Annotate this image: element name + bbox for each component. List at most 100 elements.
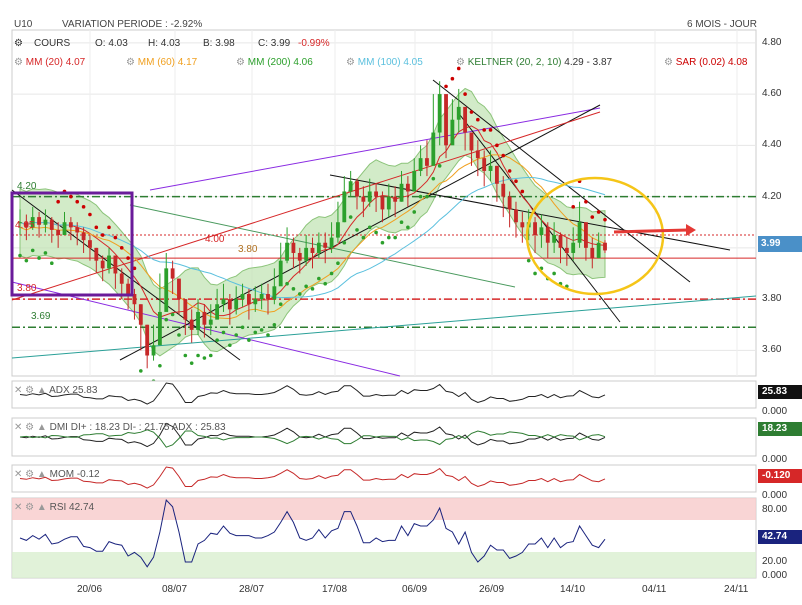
candle-body (494, 165, 499, 184)
sar-dot (533, 271, 537, 276)
period-label[interactable]: 6 MOIS - JOUR (687, 19, 758, 30)
sar-dot (463, 92, 467, 96)
candle-body (18, 222, 22, 224)
sar-dot (177, 333, 181, 337)
move-up-icon[interactable]: ▲ (36, 469, 47, 480)
move-up-icon[interactable]: ▲ (36, 422, 47, 433)
sar-dot (113, 235, 118, 240)
candle-body (247, 293, 251, 305)
candle-body (545, 227, 550, 243)
subchart-frame-mom (11, 464, 757, 493)
sar-dot (107, 225, 111, 230)
candle-body (227, 299, 232, 310)
gear-icon[interactable]: ⚙ (25, 502, 35, 513)
candle-body (151, 345, 156, 356)
candle-body (507, 196, 512, 210)
candle-body (475, 150, 480, 159)
subchart-line-adx (19, 382, 606, 405)
gear-icon[interactable]: ⚙ (14, 38, 23, 49)
candle-body (520, 222, 525, 228)
trend-green (129, 204, 516, 288)
move-up-icon[interactable]: ▲ (36, 502, 47, 513)
sar-dot (374, 230, 378, 235)
sar-dot (88, 212, 92, 217)
sar-dot (49, 261, 54, 266)
close-icon[interactable]: ✕ (14, 422, 23, 433)
indicator-keltner[interactable]: ⚙ KELTNER (20, 2, 10) 4.29 - 3.87 (456, 57, 613, 68)
indicator-mm20[interactable]: ⚙ MM (20) 4.07 (14, 57, 86, 68)
sar-dot (164, 317, 169, 322)
sar-dot (259, 328, 264, 332)
indicator-sar[interactable]: ⚙ SAR (0.02) 4.08 (664, 57, 748, 68)
gear-icon[interactable]: ⚙ (25, 385, 35, 396)
close-value: C: 3.99 (258, 38, 291, 49)
indicator-name: MM (20) (25, 57, 66, 68)
sar-dot (266, 333, 270, 337)
sar-dot (603, 217, 607, 222)
level-380-label: 3.80 (17, 283, 37, 294)
sar-dot (43, 251, 48, 255)
sar-dot (221, 330, 226, 335)
candle-body (393, 196, 398, 202)
candle-body (571, 242, 576, 253)
sar-dot (139, 369, 143, 373)
candle-body (266, 293, 270, 300)
candle-body (221, 299, 226, 305)
sar-dot (24, 258, 29, 263)
subchart-title-mom[interactable]: ✕ ⚙ ▲ MOM -0.12 (14, 469, 100, 480)
candle-body (196, 311, 200, 330)
candle-body (94, 247, 99, 261)
indicator-value: 4.08 (728, 57, 748, 68)
candle-body (501, 183, 506, 197)
candle-body (336, 222, 340, 238)
candle-body (43, 219, 48, 225)
sar-dot (132, 266, 137, 271)
move-up-icon[interactable]: ▲ (36, 385, 47, 396)
candle-body (56, 229, 61, 236)
sar-dot (329, 271, 334, 276)
gear-icon[interactable]: ⚙ (25, 469, 35, 480)
sar-dot (240, 325, 245, 330)
indicator-mm60[interactable]: ⚙ MM (60) 4.17 (126, 57, 198, 68)
red-arrow-head (686, 224, 696, 236)
candle-body (259, 293, 264, 300)
indicator-value: 4.17 (177, 57, 198, 68)
close-icon[interactable]: ✕ (14, 469, 23, 480)
sar-dot (75, 199, 80, 204)
candle-body (68, 222, 73, 228)
close-icon[interactable]: ✕ (14, 502, 23, 513)
candle-body (355, 181, 359, 197)
close-icon[interactable]: ✕ (14, 385, 23, 396)
subchart-axis-label: 20.00 (762, 556, 788, 567)
candle-body (81, 232, 86, 241)
sar-dot (387, 235, 391, 240)
candle-body (49, 219, 54, 230)
sar-dot (323, 281, 328, 286)
sar-dot (317, 276, 321, 281)
sar-dot (571, 205, 576, 209)
sar-dot (228, 343, 232, 348)
candle-body (514, 209, 518, 223)
indicator-mm200[interactable]: ⚙ MM (200) 4.06 (236, 57, 313, 68)
candle-body (425, 158, 429, 166)
sar-dot (30, 248, 35, 253)
sar-dot (450, 76, 455, 81)
subchart-title-adx[interactable]: ✕ ⚙ ▲ ADX 25.83 (14, 385, 97, 396)
subchart-title-dmi[interactable]: ✕ ⚙ ▲ DMI DI+ : 18.23 DI- : 21.75 ADX : … (14, 422, 226, 433)
gear-icon[interactable]: ⚙ (25, 422, 35, 433)
sar-dot (393, 235, 397, 240)
candle-body (469, 132, 474, 151)
candle-body (539, 227, 544, 236)
candle-body (361, 196, 366, 202)
trend-purple-up (149, 107, 601, 191)
indicator-name: MM (100) (357, 57, 404, 68)
candle-body (437, 94, 442, 133)
dmi-plus-line (19, 429, 606, 448)
candle-body (138, 304, 143, 325)
candle-body (291, 242, 296, 253)
sar-dot (234, 333, 238, 337)
subchart-title-rsi[interactable]: ✕ ⚙ ▲ RSI 42.74 (14, 502, 94, 513)
candle-body (329, 237, 334, 248)
sar-dot (412, 210, 417, 214)
indicator-mm100[interactable]: ⚙ MM (100) 4.05 (346, 57, 423, 68)
